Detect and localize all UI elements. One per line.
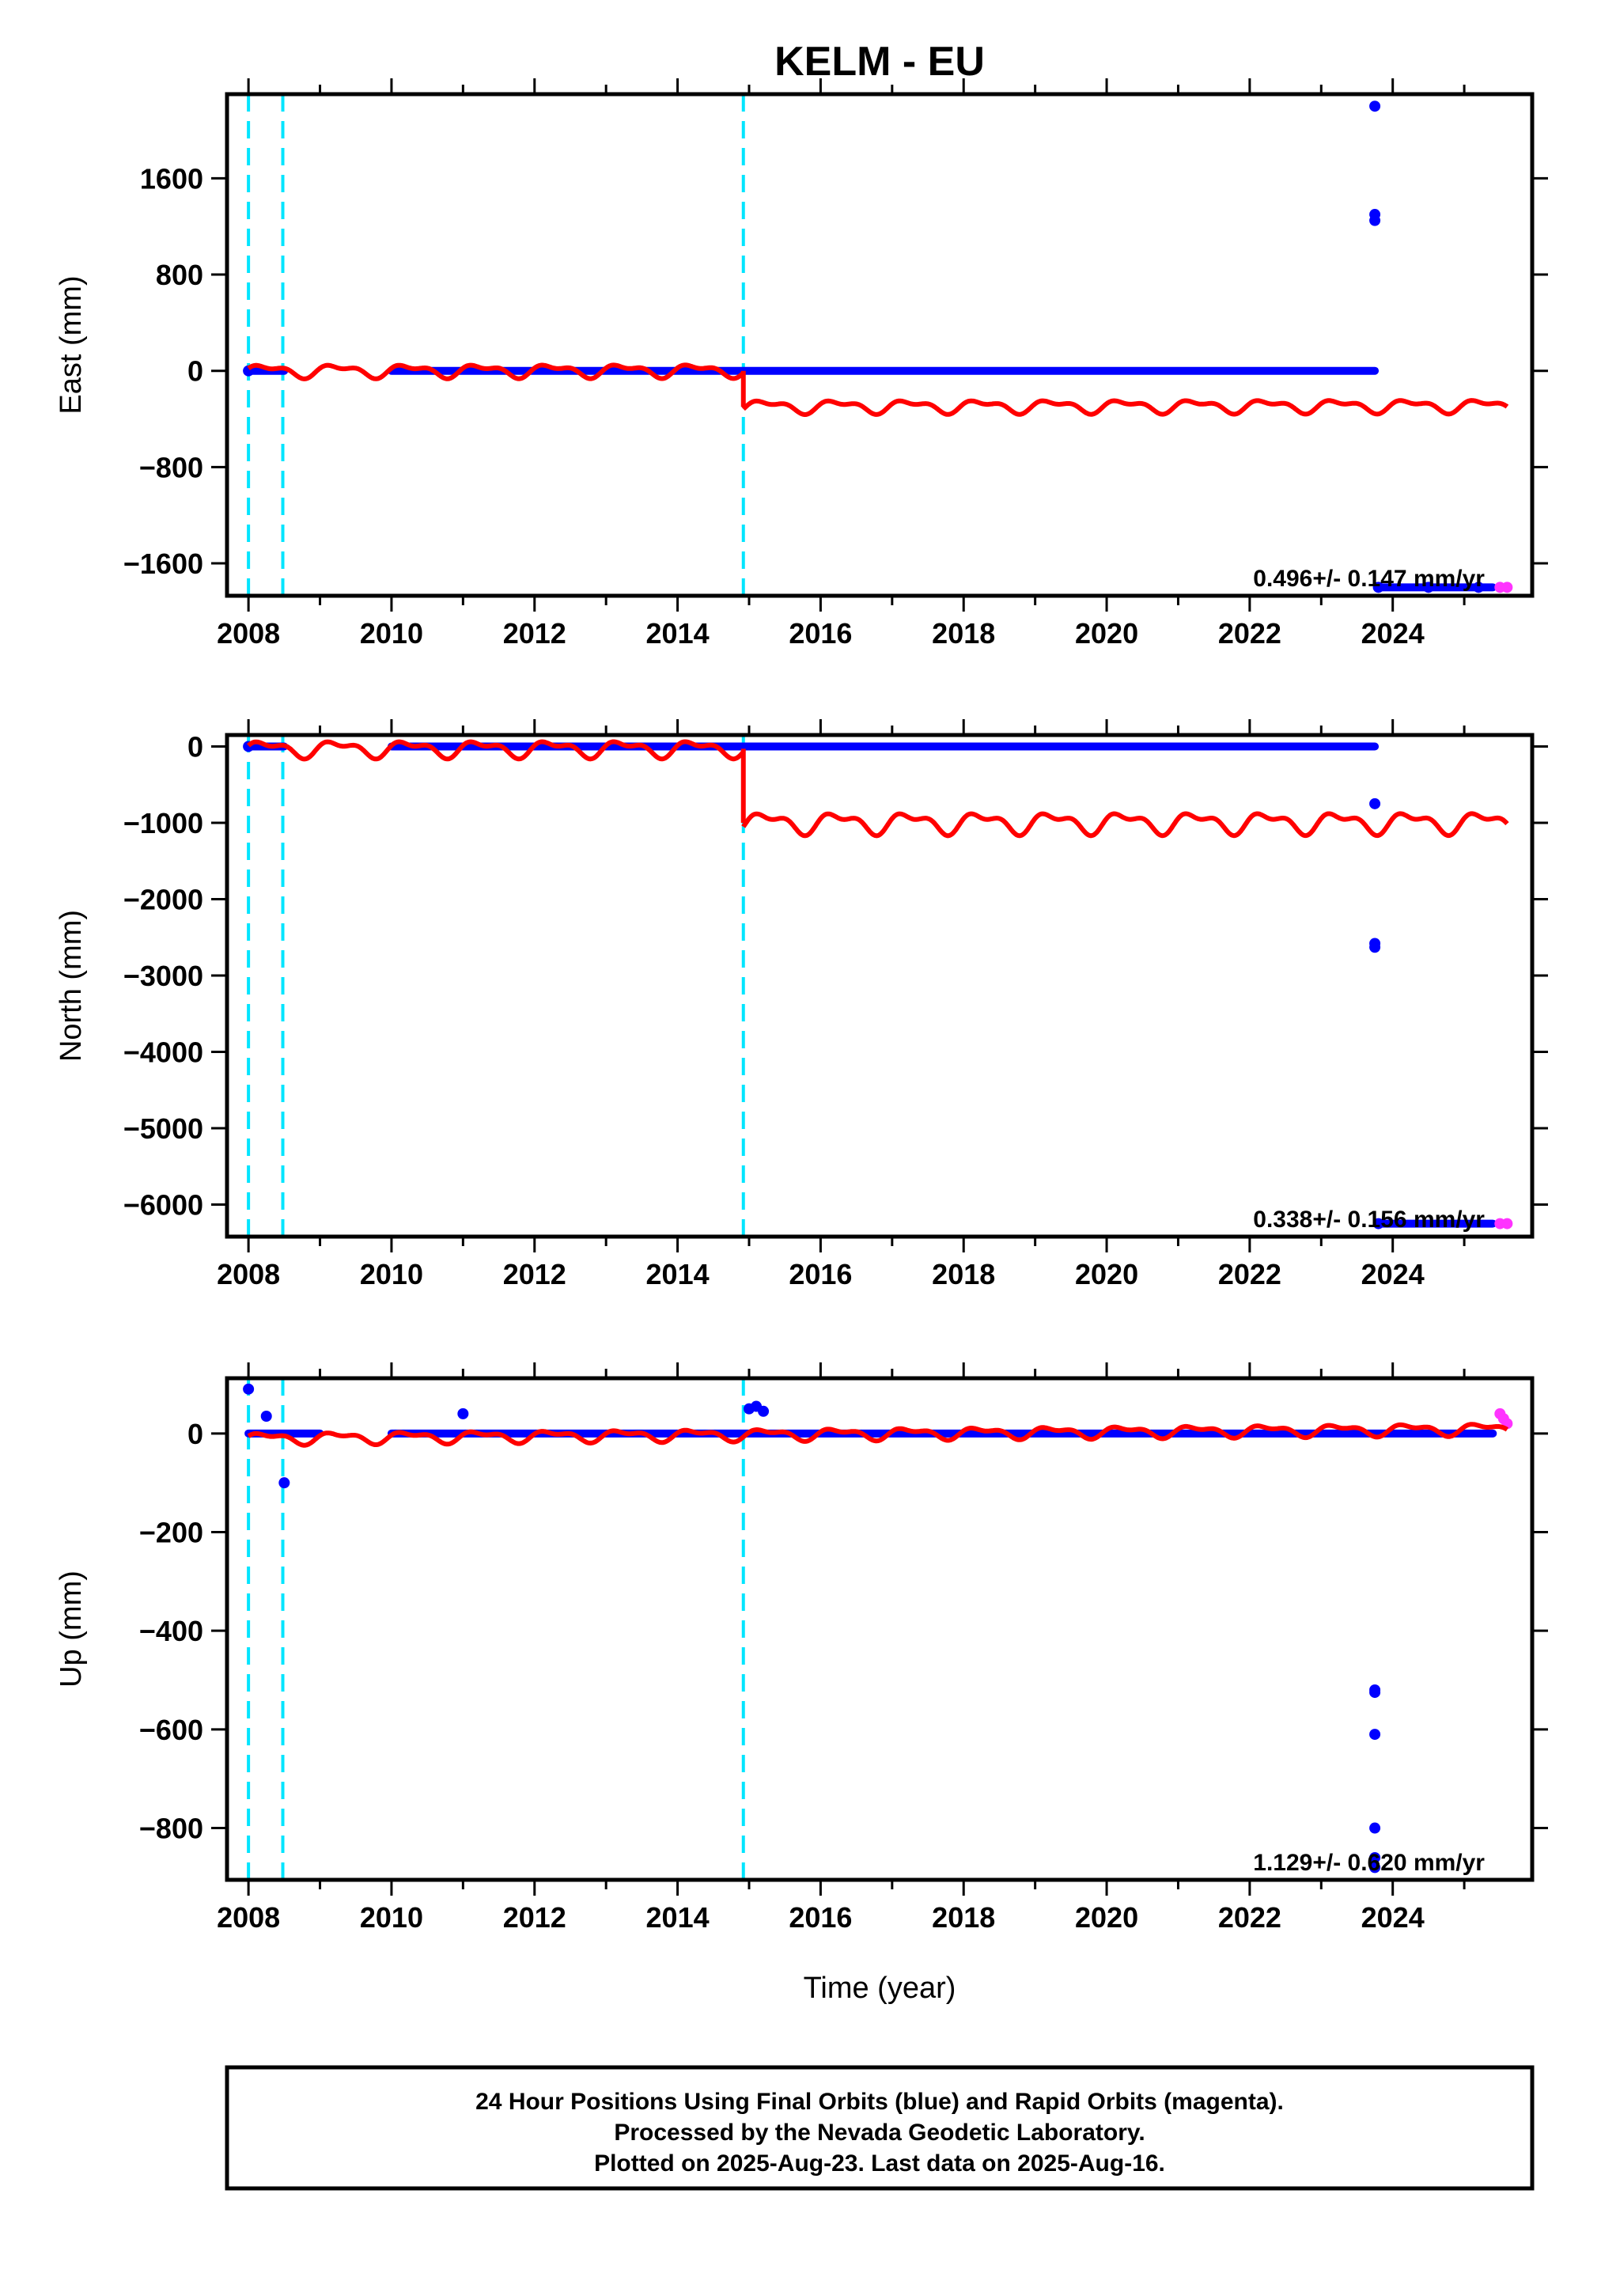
x-tick-label: 2024: [1361, 1258, 1425, 1290]
y-tick-label: 0: [187, 355, 203, 388]
final-orbit-point: [1369, 100, 1381, 112]
final-orbit-point: [1369, 1851, 1381, 1863]
footer-line-2: Processed by the Nevada Geodetic Laborat…: [614, 2120, 1145, 2146]
y-tick-label: 0: [187, 730, 203, 763]
y-tick-label: −600: [139, 1714, 203, 1746]
final-orbit-point: [1369, 1729, 1381, 1741]
y-tick-label: −6000: [123, 1188, 203, 1221]
y-tick-label: 1600: [140, 162, 203, 195]
x-tick-label: 2022: [1218, 617, 1281, 650]
velocity-label: 1.129+/- 0.620 mm/yr: [1253, 1850, 1485, 1876]
x-tick-label: 2016: [789, 1901, 852, 1934]
x-tick-label: 2012: [503, 1901, 566, 1934]
final-orbit-point: [1372, 582, 1384, 593]
x-tick-label: 2014: [646, 1901, 710, 1934]
final-orbit-point: [260, 1411, 272, 1423]
footer-line-3: Plotted on 2025-Aug-23. Last data on 202…: [594, 2150, 1165, 2177]
x-tick-label: 2020: [1075, 617, 1138, 650]
y-tick-label: −1000: [123, 807, 203, 839]
panel-north: 2008 2010 2012 2014 2016 2018 2020 2022 2024 0 −10…: [55, 719, 1548, 1290]
y-tick-label: −400: [139, 1615, 203, 1647]
velocity-label: 0.338+/- 0.156 mm/yr: [1253, 1207, 1485, 1233]
final-orbit-point: [278, 1477, 290, 1489]
final-orbit-point: [1369, 1822, 1381, 1834]
panel-frame: [225, 733, 1535, 1239]
y-tick-label: −4000: [123, 1036, 203, 1068]
y-tick-label: −800: [139, 451, 203, 483]
figure-title: KELM - EU: [774, 39, 985, 85]
x-tick-label: 2022: [1218, 1901, 1281, 1934]
rapid-orbit-point: [1501, 1218, 1513, 1229]
x-tick-label: 2014: [646, 1258, 710, 1290]
plot-area: [243, 1378, 1513, 1880]
y-axis-label: North (mm): [55, 910, 88, 1062]
velocity-label: 0.496+/- 0.147 mm/yr: [1253, 566, 1485, 592]
y-tick-label: 800: [156, 259, 203, 291]
y-tick-label: −1600: [123, 547, 203, 580]
y-axis-label: Up (mm): [55, 1570, 88, 1688]
x-tick-label: 2018: [932, 1901, 995, 1934]
x-tick-label: 2020: [1075, 1901, 1138, 1934]
final-orbit-point: [1372, 1218, 1384, 1229]
x-tick-label: 2016: [789, 617, 852, 650]
x-tick-label: 2008: [217, 1901, 280, 1934]
y-axis-label: East (mm): [55, 275, 88, 414]
x-tick-label: 2016: [789, 1258, 852, 1290]
y-tick-label: −3000: [123, 960, 203, 992]
model-curve: [247, 362, 745, 381]
panel-frame: [225, 1376, 1535, 1882]
x-tick-label: 2012: [503, 617, 566, 650]
y-tick-label: −2000: [123, 883, 203, 915]
model-curve: [246, 739, 746, 762]
footer-box: [225, 2065, 1535, 2191]
final-orbit-point: [1369, 214, 1381, 226]
panel-up: 2008 2010 2012 2014 2016 2018 2020 2022 2024 0 −20…: [55, 1362, 1548, 1934]
x-tick-label: 2012: [503, 1258, 566, 1290]
final-orbit-point: [758, 1405, 770, 1417]
x-tick-label: 2020: [1075, 1258, 1138, 1290]
model-curve: [741, 811, 1509, 839]
x-tick-label: 2024: [1361, 1901, 1425, 1934]
y-tick-label: 0: [187, 1418, 203, 1450]
y-tick-label: −800: [139, 1813, 203, 1845]
final-orbit-point: [243, 1383, 255, 1395]
x-tick-label: 2018: [932, 1258, 995, 1290]
model-curve: [741, 1422, 1509, 1444]
plot-area: [243, 94, 1513, 596]
rapid-orbit-point: [1501, 582, 1513, 593]
panel-frame: [225, 92, 1535, 598]
model-curve: [247, 1427, 745, 1448]
y-tick-label: −5000: [123, 1112, 203, 1145]
x-tick-label: 2010: [360, 1901, 423, 1934]
model-curve: [741, 398, 1509, 417]
x-tick-label: 2024: [1361, 617, 1425, 650]
x-tick-label: 2008: [217, 617, 280, 650]
x-tick-label: 2022: [1218, 1258, 1281, 1290]
x-tick-label: 2010: [360, 1258, 423, 1290]
final-orbit-point: [457, 1408, 469, 1419]
footer-line-1: 24 Hour Positions Using Final Orbits (bl…: [475, 2089, 1284, 2115]
x-tick-label: 2008: [217, 1258, 280, 1290]
final-orbit-point: [1422, 582, 1434, 593]
final-orbit-point: [1369, 1862, 1381, 1874]
x-axis-label: Time (year): [804, 1972, 956, 2005]
final-orbit-point: [1473, 582, 1485, 593]
x-tick-label: 2014: [646, 617, 710, 650]
x-tick-label: 2018: [932, 617, 995, 650]
final-orbit-point: [1369, 1687, 1381, 1699]
x-tick-label: 2010: [360, 617, 423, 650]
final-orbit-point: [1369, 942, 1381, 953]
panel-east: 2008 2010 2012 2014 2016 2018 2020 2022 2024 1600…: [55, 78, 1548, 650]
plot-area: [243, 735, 1513, 1237]
final-orbit-point: [1369, 798, 1381, 809]
y-tick-label: −200: [139, 1517, 203, 1549]
